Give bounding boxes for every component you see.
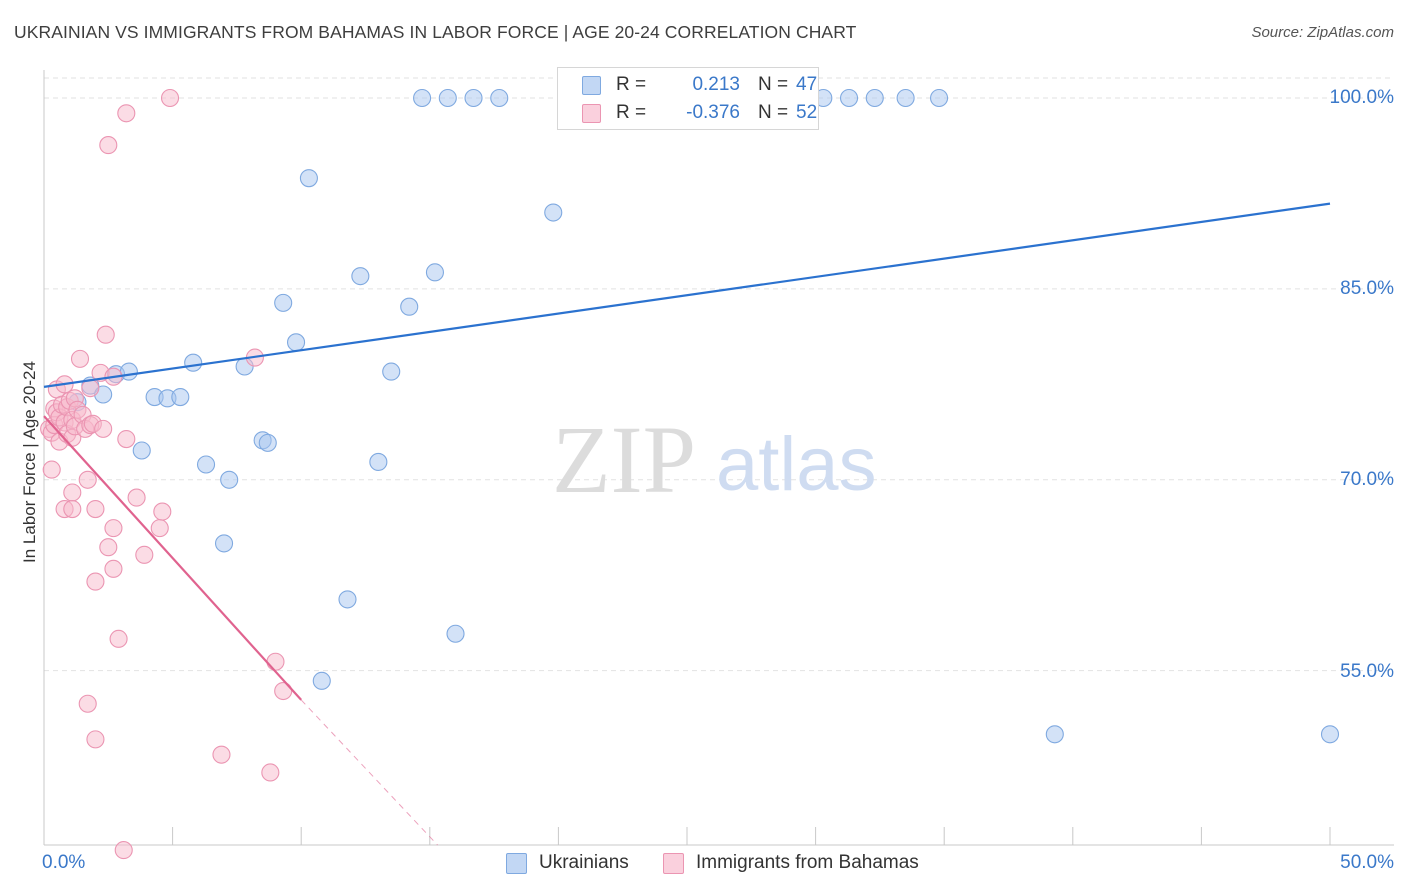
legend-n-label: N =	[758, 74, 789, 95]
point-ukrainians	[382, 362, 401, 381]
point-bahamas	[96, 325, 115, 344]
point-ukrainians	[438, 88, 457, 108]
point-bahamas	[109, 629, 128, 648]
x-tick-label-max: 50.0%	[1340, 852, 1394, 873]
point-bahamas	[153, 502, 172, 521]
point-bahamas	[94, 419, 113, 438]
legend-r-value: -0.376	[686, 102, 740, 123]
legend-swatch-blue	[582, 76, 601, 95]
legend-r-value: 0.213	[692, 74, 740, 95]
legend-r-label: R =	[616, 74, 647, 95]
point-bahamas	[117, 104, 136, 123]
point-ukrainians	[490, 88, 509, 108]
point-bahamas	[104, 519, 123, 538]
point-bahamas	[150, 519, 169, 538]
point-bahamas	[104, 559, 123, 578]
point-ukrainians	[425, 263, 444, 282]
legend-swatch-pink	[582, 104, 601, 123]
legend-n-value: 47	[796, 74, 818, 95]
point-bahamas	[70, 349, 90, 368]
point-ukrainians	[312, 671, 331, 690]
trend-line-bahamas	[43, 415, 303, 701]
point-ukrainians	[220, 470, 239, 489]
point-ukrainians	[351, 267, 370, 286]
legend-n-value: 52	[796, 102, 818, 123]
point-ukrainians	[839, 88, 859, 108]
x-tick-label-min: 0.0%	[42, 852, 86, 873]
point-bahamas	[99, 136, 118, 155]
point-ukrainians	[119, 362, 138, 381]
point-ukrainians	[258, 433, 277, 452]
point-ukrainians	[196, 455, 216, 474]
point-ukrainians	[171, 388, 190, 407]
point-bahamas	[99, 538, 118, 557]
source-credit: Source: ZipAtlas.com	[1251, 24, 1394, 41]
point-ukrainians	[287, 333, 306, 352]
point-ukrainians	[132, 441, 151, 460]
watermark: ZIP atlas	[552, 406, 877, 513]
point-bahamas	[86, 572, 105, 591]
y-tick-label: 85.0%	[1340, 278, 1394, 299]
point-ukrainians	[338, 590, 357, 609]
point-ukrainians	[413, 88, 432, 108]
point-ukrainians	[299, 169, 318, 188]
point-ukrainians	[184, 353, 203, 372]
point-ukrainians	[274, 293, 293, 312]
legend-r-label: R =	[616, 102, 647, 123]
point-ukrainians	[1045, 725, 1064, 744]
trend-line-ukrainians	[43, 202, 1331, 388]
point-bahamas	[86, 499, 105, 519]
point-ukrainians	[369, 452, 388, 472]
watermark-zip: ZIP	[552, 406, 696, 513]
point-ukrainians	[896, 88, 915, 108]
point-ukrainians	[544, 203, 563, 222]
point-ukrainians	[930, 88, 949, 108]
y-tick-label: 70.0%	[1340, 469, 1394, 490]
trend-extension-bahamas	[300, 699, 438, 846]
point-bahamas	[117, 429, 136, 449]
axes	[43, 70, 1394, 846]
point-bahamas	[78, 694, 97, 713]
legend-label-bahamas: Immigrants from Bahamas	[696, 852, 919, 873]
watermark-atlas: atlas	[716, 422, 877, 507]
legend-swatch-blue	[506, 853, 527, 874]
correlation-legend: R = 0.213 N = 47 R = -0.376 N = 52	[557, 67, 819, 130]
point-ukrainians	[214, 534, 234, 553]
legend-label-ukrainians: Ukrainians	[539, 852, 629, 873]
point-ukrainians	[446, 624, 465, 643]
point-bahamas	[114, 841, 133, 860]
y-axis-label: In Labor Force | Age 20-24	[20, 361, 39, 563]
point-bahamas	[261, 763, 280, 782]
point-ukrainians	[464, 88, 483, 108]
point-ukrainians	[865, 88, 884, 108]
point-bahamas	[160, 88, 180, 108]
point-bahamas	[127, 488, 146, 507]
legend-swatch-pink	[663, 853, 684, 874]
legend-n-label: N =	[758, 102, 789, 123]
point-bahamas	[135, 545, 154, 564]
point-ukrainians	[1320, 725, 1340, 744]
point-bahamas	[212, 745, 231, 764]
point-bahamas	[63, 499, 82, 519]
point-bahamas	[78, 470, 97, 489]
point-bahamas	[63, 483, 82, 502]
y-tick-label: 100.0%	[1329, 87, 1394, 108]
point-bahamas	[86, 730, 105, 749]
point-bahamas	[42, 460, 61, 479]
point-ukrainians	[400, 297, 419, 316]
point-bahamas	[266, 652, 285, 671]
y-tick-label: 55.0%	[1340, 661, 1394, 682]
chart-title: UKRAINIAN VS IMMIGRANTS FROM BAHAMAS IN …	[14, 22, 857, 42]
trend-lines	[43, 202, 1331, 846]
